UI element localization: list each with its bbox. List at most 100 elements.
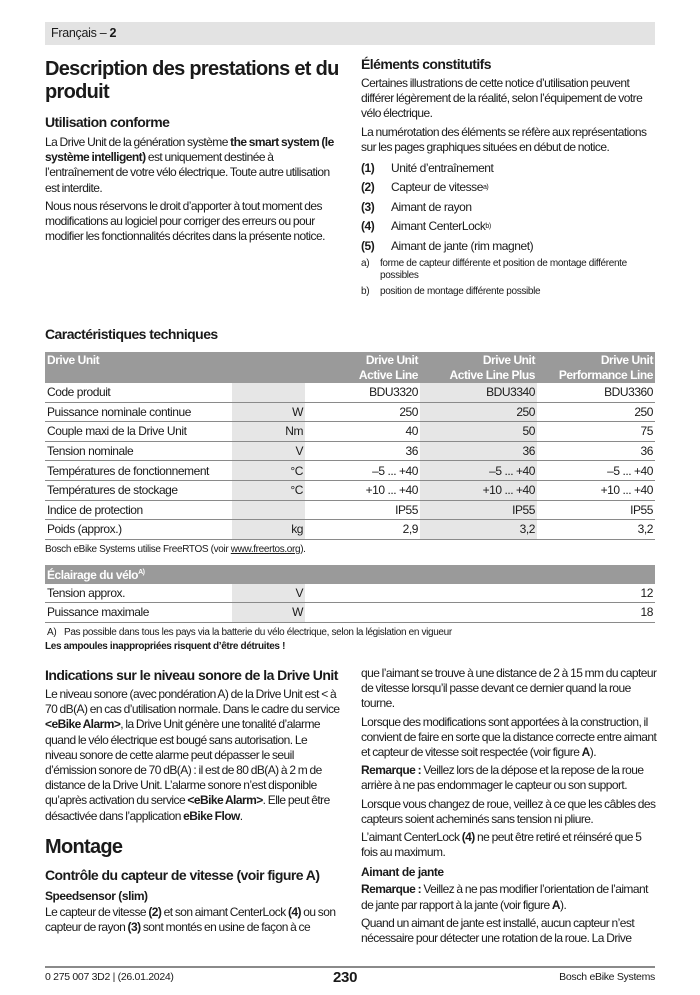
bold-text: (2) xyxy=(148,904,162,919)
lighting-header-label: Éclairage du vélo xyxy=(47,568,139,582)
table-row: Indice de protection IP55 IP55 IP55 xyxy=(45,500,655,521)
bold-text: (4) xyxy=(287,904,302,919)
noise-paragraph: Le niveau sonore (avec pondération A) de… xyxy=(45,687,340,824)
components-paragraph-1: Certaines illustrations de cette notice … xyxy=(361,76,643,121)
spec-value: BDU3360 xyxy=(537,383,655,403)
spec-value: 250 xyxy=(420,402,537,423)
col-line-2: Performance Line xyxy=(558,367,654,382)
footnote-text: position de montage différente possible xyxy=(380,285,541,297)
components-list: (1) Unité d’entraînement (2) Capteur de vit… xyxy=(361,158,657,256)
usage-title: Utilisation conforme xyxy=(45,114,170,130)
bold-text: the smart system (le système intelligent… xyxy=(45,135,334,165)
table-row: Puissance maximale W 18 xyxy=(45,602,655,623)
footnote-key: b) xyxy=(361,285,370,297)
spec-value: 40 xyxy=(305,421,420,442)
lighting-table: Éclairage du véloA) Tension approx. V 12 Pu… xyxy=(45,565,655,623)
spec-value: 36 xyxy=(420,441,537,462)
paragraph: L’aimant CenterLock (4) ne peut être ret… xyxy=(361,830,657,860)
text-segment: Veillez lors de la dépose et la repose d… xyxy=(361,763,644,793)
bold-text: Remarque : xyxy=(361,763,422,778)
table-row: Tension approx. V 12 xyxy=(45,583,655,604)
spec-value: +10 ... +40 xyxy=(537,480,655,501)
spec-unit: °C xyxy=(232,480,305,501)
footnote-key: A) xyxy=(47,627,57,638)
spec-value: –5 ... +40 xyxy=(305,460,420,481)
spec-label: Températures de fonctionnement xyxy=(45,460,232,481)
bold-text: Remarque : xyxy=(361,882,422,897)
spec-label: Indice de protection xyxy=(45,500,232,521)
component-number: (3) xyxy=(361,199,375,214)
montage-title: Montage xyxy=(45,835,123,858)
right-bottom-section: que l’aimant se trouve à une distance de… xyxy=(361,666,657,949)
col-line-1: Drive Unit xyxy=(365,353,419,367)
spec-value: 250 xyxy=(537,402,655,423)
spec-value: 50 xyxy=(420,421,537,442)
component-number: (5) xyxy=(361,238,375,253)
spec-value: –5 ... +40 xyxy=(537,460,655,481)
bold-text: eBike Flow xyxy=(183,808,240,823)
bold-text: (4) xyxy=(461,830,476,845)
freertos-link[interactable]: www.freertos.org xyxy=(230,544,301,555)
specs-title: Caractéristiques techniques xyxy=(45,326,218,342)
component-number: (1) xyxy=(361,160,375,175)
lighting-unit: V xyxy=(232,583,305,604)
lighting-header-sup: A) xyxy=(138,569,145,576)
spec-label: Poids (approx.) xyxy=(45,519,232,540)
specs-header-col: Drive Unit Active Line xyxy=(305,352,420,383)
text-segment: Lorsque vous changez de roue, veillez à … xyxy=(361,796,656,826)
paragraph: Lorsque des modifications sont apportées… xyxy=(361,715,657,761)
spec-value: –5 ... +40 xyxy=(420,460,537,481)
spec-value: IP55 xyxy=(420,500,537,521)
specs-table: Drive Unit Drive Unit Active Line Drive U… xyxy=(45,352,655,540)
component-label: Aimant de jante (rim magnet) xyxy=(391,238,534,253)
lighting-value: 18 xyxy=(305,602,655,623)
table-row: Températures de stockage °C +10 ... +40 +10… xyxy=(45,480,655,501)
specs-header-row: Drive Unit Drive Unit Active Line Drive U… xyxy=(45,352,655,383)
component-item: (1) Unité d’entraînement xyxy=(361,158,657,178)
section-title: Description des prestations et du produi… xyxy=(45,58,339,103)
footnote-key: a) xyxy=(361,257,370,269)
spec-value: 36 xyxy=(305,441,420,462)
spec-unit: V xyxy=(232,441,305,462)
specs-header-col: Drive Unit Performance Line xyxy=(537,352,655,383)
usage-paragraph-1: La Drive Unit de la génération système t… xyxy=(45,135,340,196)
col-line-1: Drive Unit xyxy=(600,353,654,367)
components-footnotes: a) forme de capteur différente et positio… xyxy=(361,258,657,298)
text-segment: Le niveau sonore (avec pondération A) de… xyxy=(45,687,340,717)
footnote: a) forme de capteur différente et positio… xyxy=(361,258,657,282)
bold-text: A xyxy=(581,745,591,760)
components-paragraph-2: La numérotation des éléments se réfère a… xyxy=(361,124,647,154)
text-segment: est uniquement destinée à l’entraînement… xyxy=(45,150,330,195)
component-number: (2) xyxy=(361,180,375,195)
spec-label: Tension nominale xyxy=(45,441,232,462)
lighting-unit: W xyxy=(232,602,305,623)
component-footnote-ref: b) xyxy=(485,222,491,230)
component-item: (5) Aimant de jante (rim magnet) xyxy=(361,236,657,256)
text-segment: ). xyxy=(589,745,597,760)
remark-paragraph: Remarque : Veillez à ne pas modifier l’o… xyxy=(361,882,657,912)
footnote: b) position de montage différente possibl… xyxy=(361,286,657,298)
header-label: Français – xyxy=(51,26,110,40)
header-language: Français – 2 xyxy=(51,26,116,40)
note-text: Bosch eBike Systems utilise FreeRTOS (vo… xyxy=(45,544,231,555)
component-label: Aimant CenterLock xyxy=(391,219,486,234)
table-row: Puissance nominale continue W 250 250 250 xyxy=(45,402,655,423)
components-title: Éléments constitutifs xyxy=(361,56,492,72)
spec-label: Code produit xyxy=(45,383,232,403)
paragraph: que l’aimant se trouve à une distance de… xyxy=(361,666,657,712)
text-segment: L’aimant CenterLock xyxy=(361,830,462,845)
remark-paragraph: Remarque : Veillez lors de la dépose et … xyxy=(361,763,657,793)
lighting-warning: Les ampoules inappropriées risquent d’êt… xyxy=(45,641,286,652)
component-label: Aimant de rayon xyxy=(391,199,472,214)
left-bottom-section: Indications sur le niveau sonore de la D… xyxy=(45,667,340,938)
spec-value: 75 xyxy=(537,421,655,442)
spec-value: +10 ... +40 xyxy=(305,480,420,501)
rim-magnet-title: Aimant de jante xyxy=(361,865,444,880)
spec-unit: W xyxy=(232,402,305,423)
col-line-1: Drive Unit xyxy=(482,353,536,367)
montage-paragraph: Le capteur de vitesse (2) et son aimant … xyxy=(45,905,340,935)
col-line-2: Active Line xyxy=(358,367,419,382)
table-row: Poids (approx.) kg 2,9 3,2 3,2 xyxy=(45,519,655,540)
footnote-text: Pas possible dans tous les pays via la b… xyxy=(64,627,452,638)
page-footer: 0 275 007 3D2 | (26.01.2024) 230 Bosch e… xyxy=(45,966,655,990)
